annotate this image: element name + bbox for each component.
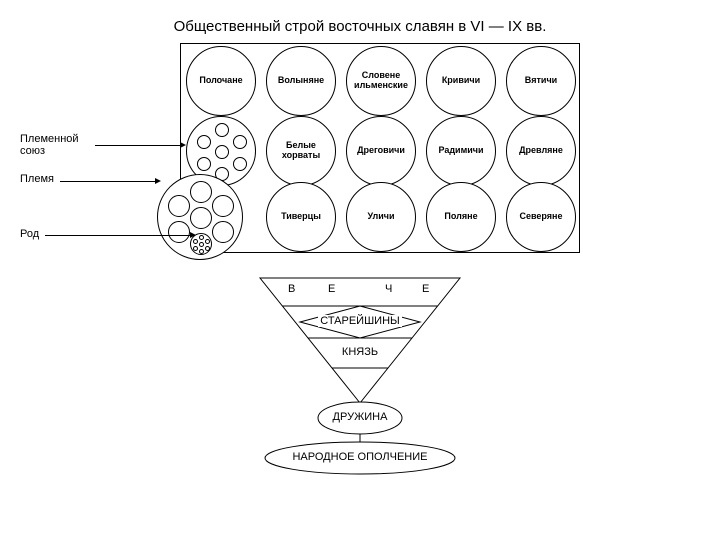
veche-ch: Ч xyxy=(385,283,392,295)
tribe-detail-circle xyxy=(157,174,243,260)
clan-sub-7 xyxy=(199,249,204,254)
union-sub-1 xyxy=(215,123,229,137)
tribe-sub-6 xyxy=(212,221,234,243)
tribe-sub-2 xyxy=(168,195,190,217)
label-union: Племенной союз xyxy=(20,133,95,157)
clan-sub-5 xyxy=(193,246,198,251)
clan-sub-3 xyxy=(205,239,210,244)
clan-sub-2 xyxy=(193,239,198,244)
clan-sub-6 xyxy=(205,246,210,251)
diagram-title: Общественный строй восточных славян в VI… xyxy=(0,0,720,43)
label-clan: Род xyxy=(20,228,95,240)
veche-e1: Е xyxy=(328,283,335,295)
tribe-ulichi: Уличи xyxy=(346,182,416,252)
label-tribe: Племя xyxy=(20,173,95,185)
tribe-sub-5 xyxy=(168,221,190,243)
arrow-clan xyxy=(45,235,190,236)
tribe-volynyane: Волыняне xyxy=(266,46,336,116)
clan-sub-1 xyxy=(199,235,204,240)
union-sub-6 xyxy=(233,157,247,171)
tribe-vyatichi: Вятичи xyxy=(506,46,576,116)
clan-sub-4 xyxy=(199,242,204,247)
tribe-severyane: Северяне xyxy=(506,182,576,252)
arrow-union-head xyxy=(180,142,186,148)
tribes-box: Полочане Волыняне Словене ильменские Кри… xyxy=(180,43,580,253)
union-sub-3 xyxy=(233,135,247,149)
tribe-drevlyane: Древляне xyxy=(506,116,576,186)
veche-e2: Е xyxy=(422,283,429,295)
tribe-radimichi: Радимичи xyxy=(426,116,496,186)
pyramid-diagram: В Е Ч Е СТАРЕЙШИНЫ КНЯЗЬ ДРУЖИНА НАРОДНО… xyxy=(210,268,510,488)
veche-v: В xyxy=(288,283,295,295)
arrow-clan-head xyxy=(190,232,196,238)
arrow-tribe xyxy=(60,181,155,182)
tribe-polyane: Поляне xyxy=(426,182,496,252)
tribe-sub-1 xyxy=(190,181,212,203)
label-prince: КНЯЗЬ xyxy=(338,346,382,358)
union-sub-4 xyxy=(215,145,229,159)
label-elders: СТАРЕЙШИНЫ xyxy=(318,315,402,327)
tribe-polochane: Полочане xyxy=(186,46,256,116)
tribe-krivichi: Кривичи xyxy=(426,46,496,116)
arrow-union xyxy=(95,145,180,146)
arrow-tribe-head xyxy=(155,178,161,184)
union-sub-5 xyxy=(197,157,211,171)
tribe-dregovichi: Дреговичи xyxy=(346,116,416,186)
tribe-sub-3 xyxy=(212,195,234,217)
tribe-belye-horvaty: Белые хорваты xyxy=(266,116,336,186)
label-druzhina: ДРУЖИНА xyxy=(328,411,392,423)
tribe-tivertsy: Тиверцы xyxy=(266,182,336,252)
tribe-sub-4 xyxy=(190,207,212,229)
label-militia: НАРОДНОЕ ОПОЛЧЕНИЕ xyxy=(290,451,430,463)
union-sub-2 xyxy=(197,135,211,149)
tribe-slovene: Словене ильменские xyxy=(346,46,416,116)
